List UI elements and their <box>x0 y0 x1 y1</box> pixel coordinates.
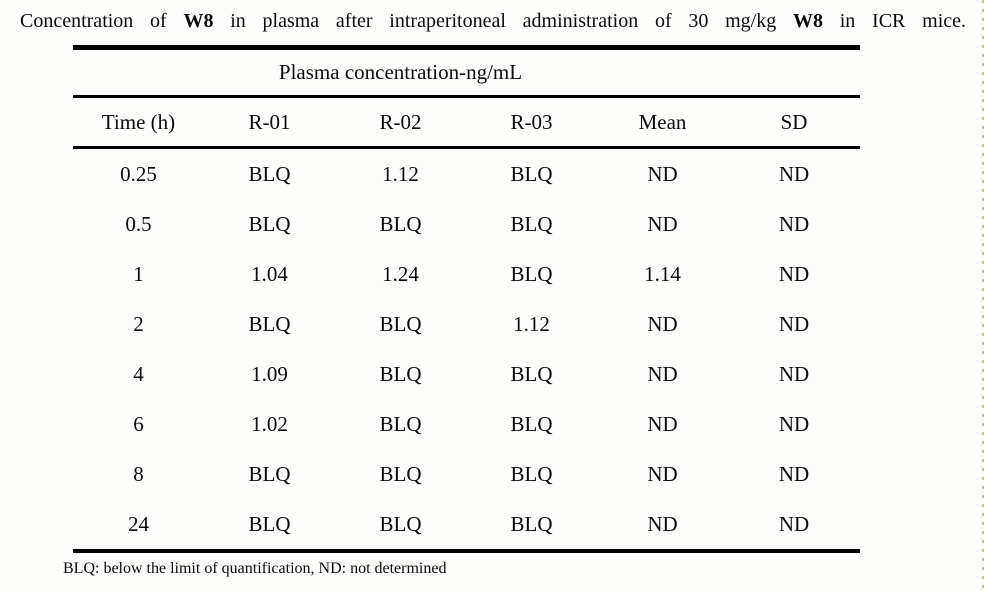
value-cell: BLQ <box>510 361 553 386</box>
value-cell: BLQ <box>379 511 422 536</box>
table-row: 24 BLQ BLQ BLQ ND ND <box>73 499 860 551</box>
value-cell: 1.04 <box>251 261 288 286</box>
value-cell: ND <box>778 411 810 436</box>
group-header-row: Plasma concentration-ng/mL <box>73 47 860 98</box>
value-cell: BLQ <box>248 511 291 536</box>
time-cell: 0.25 <box>120 161 157 186</box>
value-cell: BLQ <box>248 311 291 336</box>
value-cell: ND <box>778 361 810 386</box>
value-cell: ND <box>778 311 810 336</box>
caption-compound-name: W8 <box>183 10 214 32</box>
table-row: 2 BLQ BLQ 1.12 ND ND <box>73 299 860 349</box>
value-cell: ND <box>647 361 678 386</box>
table-row: 8 BLQ BLQ BLQ ND ND <box>73 449 860 499</box>
caption-text: Concentration of <box>20 10 184 32</box>
time-cell: 8 <box>133 461 144 486</box>
value-cell: BLQ <box>379 311 422 336</box>
value-cell: 1.12 <box>382 161 419 186</box>
column-header: R-01 <box>204 96 335 149</box>
table-caption: Concentration of W8 in plasma after intr… <box>20 6 966 36</box>
value-cell: 1.24 <box>382 261 419 286</box>
column-header: R-03 <box>466 96 597 149</box>
plasma-concentration-table: Plasma concentration-ng/mL Time (h) R-01 R… <box>73 45 860 553</box>
value-cell: ND <box>647 461 678 486</box>
value-cell: ND <box>647 161 678 186</box>
value-cell: BLQ <box>379 411 422 436</box>
value-cell: 1.14 <box>644 261 681 286</box>
value-cell: ND <box>778 211 810 236</box>
caption-text: in plasma after intraperitoneal administ… <box>213 10 793 32</box>
value-cell: BLQ <box>510 261 553 286</box>
table-row: 6 1.02 BLQ BLQ ND ND <box>73 399 860 449</box>
column-header: Time (h) <box>73 96 204 149</box>
value-cell: BLQ <box>248 161 291 186</box>
caption-text: in ICR mice. <box>822 10 966 32</box>
value-cell: ND <box>778 161 810 186</box>
value-cell: BLQ <box>379 461 422 486</box>
group-header-label: Plasma concentration-ng/mL <box>204 47 597 98</box>
value-cell: BLQ <box>510 461 553 486</box>
value-cell: BLQ <box>379 361 422 386</box>
time-cell: 2 <box>133 311 144 336</box>
table-row: 4 1.09 BLQ BLQ ND ND <box>73 349 860 399</box>
value-cell: ND <box>647 511 678 536</box>
page-edge-dotted-line <box>982 0 984 592</box>
value-cell: BLQ <box>510 511 553 536</box>
table-footnote: BLQ: below the limit of quantification, … <box>63 560 447 577</box>
group-header-spacer <box>73 47 204 98</box>
value-cell: 1.02 <box>251 411 288 436</box>
column-header: Mean <box>597 96 728 149</box>
time-cell: 24 <box>128 511 149 536</box>
caption-compound-name: W8 <box>792 10 823 32</box>
table-row: 0.25 BLQ 1.12 BLQ ND ND <box>73 148 860 200</box>
value-cell: BLQ <box>248 211 291 236</box>
value-cell: BLQ <box>510 161 553 186</box>
column-header: R-02 <box>335 96 466 149</box>
time-cell: 1 <box>133 261 144 286</box>
value-cell: ND <box>647 411 678 436</box>
value-cell: ND <box>647 311 678 336</box>
value-cell: BLQ <box>510 211 553 236</box>
value-cell: BLQ <box>510 411 553 436</box>
value-cell: 1.12 <box>513 311 550 336</box>
value-cell: ND <box>778 461 810 486</box>
value-cell: BLQ <box>248 461 291 486</box>
time-cell: 6 <box>133 411 144 436</box>
value-cell: ND <box>778 261 810 286</box>
column-header-row: Time (h) R-01 R-02 R-03 Mean SD <box>73 96 860 149</box>
time-cell: 4 <box>133 361 144 386</box>
value-cell: ND <box>647 211 678 236</box>
group-header-spacer <box>597 47 860 98</box>
column-header: SD <box>728 96 860 149</box>
value-cell: ND <box>778 511 810 536</box>
value-cell: BLQ <box>379 211 422 236</box>
time-cell: 0.5 <box>125 211 152 236</box>
value-cell: 1.09 <box>251 361 288 386</box>
table-row: 1 1.04 1.24 BLQ 1.14 ND <box>73 249 860 299</box>
table-row: 0.5 BLQ BLQ BLQ ND ND <box>73 199 860 249</box>
